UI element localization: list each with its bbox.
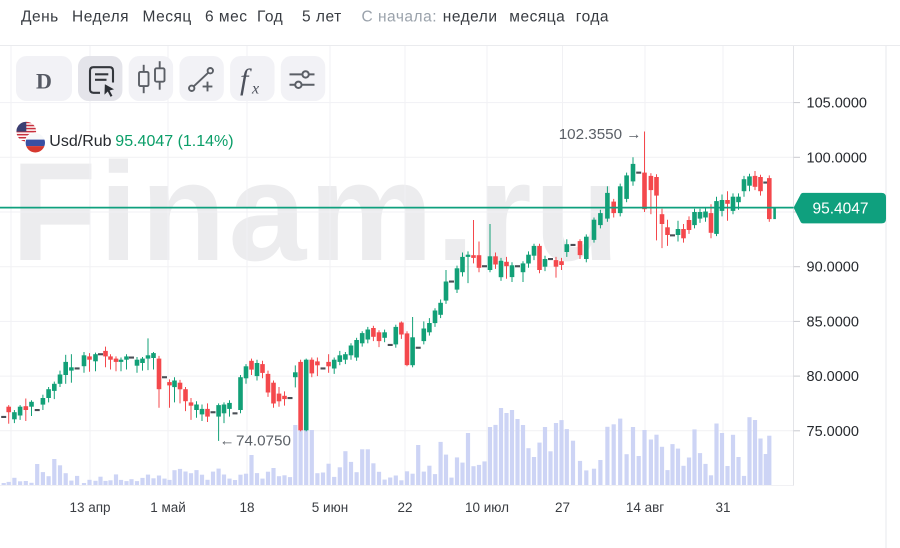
svg-text:←: ← (220, 432, 235, 449)
svg-text:недели: недели (443, 9, 498, 26)
svg-text:74.0750: 74.0750 (236, 432, 291, 449)
svg-text:месяца: месяца (509, 9, 565, 26)
svg-text:100.0000: 100.0000 (807, 150, 867, 166)
svg-text:90.0000: 90.0000 (807, 260, 859, 276)
svg-text:22: 22 (397, 500, 412, 515)
svg-text:1 май: 1 май (150, 500, 186, 515)
svg-text:102.3550 →: 102.3550 → (559, 126, 642, 143)
svg-text:27: 27 (555, 500, 570, 515)
svg-text:x: x (251, 81, 259, 98)
svg-text:D: D (36, 69, 52, 94)
svg-text:День: День (21, 9, 59, 26)
svg-text:года: года (576, 9, 609, 26)
svg-text:Год: Год (257, 9, 283, 26)
svg-text:С начала:: С начала: (362, 9, 438, 26)
svg-text:6 мес: 6 мес (205, 9, 247, 26)
svg-text:10 июл: 10 июл (465, 500, 509, 515)
svg-text:5 лет: 5 лет (302, 9, 342, 26)
svg-text:80.0000: 80.0000 (807, 369, 859, 385)
svg-text:31: 31 (715, 500, 730, 515)
svg-text:Неделя: Неделя (72, 9, 129, 26)
svg-text:95.4047: 95.4047 (813, 201, 869, 218)
svg-text:13 апр: 13 апр (69, 500, 110, 515)
svg-text:95.4047 (1.14%): 95.4047 (1.14%) (115, 133, 233, 150)
svg-text:18: 18 (239, 500, 254, 515)
svg-text:105.0000: 105.0000 (807, 96, 867, 112)
svg-text:Месяц: Месяц (143, 9, 192, 26)
svg-text:75.0000: 75.0000 (807, 424, 859, 440)
svg-text:Usd/Rub: Usd/Rub (49, 133, 111, 150)
svg-text:85.0000: 85.0000 (807, 314, 859, 330)
svg-text:14 авг: 14 авг (626, 500, 664, 515)
svg-text:5 июн: 5 июн (312, 500, 348, 515)
